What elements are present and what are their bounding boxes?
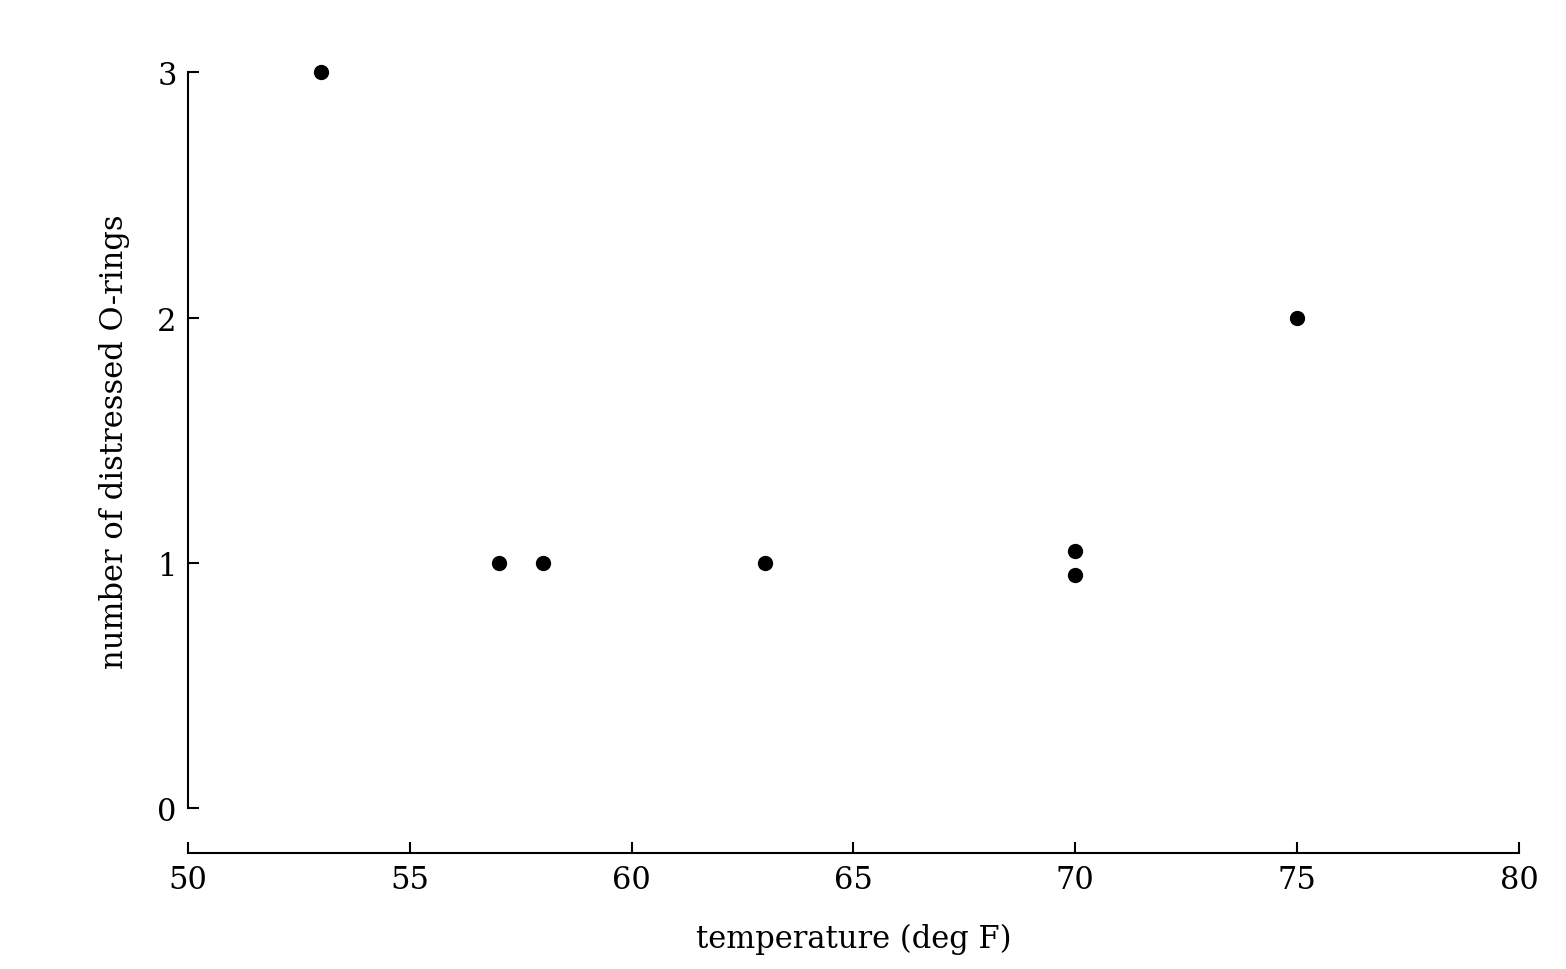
Point bbox=[531, 555, 556, 571]
Point bbox=[1063, 568, 1088, 583]
Point bbox=[1063, 544, 1088, 559]
X-axis label: temperature (deg F): temperature (deg F) bbox=[695, 922, 1012, 953]
Point bbox=[485, 555, 511, 571]
Point bbox=[309, 66, 334, 81]
Point bbox=[752, 555, 777, 571]
Y-axis label: number of distressed O-rings: number of distressed O-rings bbox=[99, 214, 130, 668]
Point bbox=[1284, 311, 1309, 327]
